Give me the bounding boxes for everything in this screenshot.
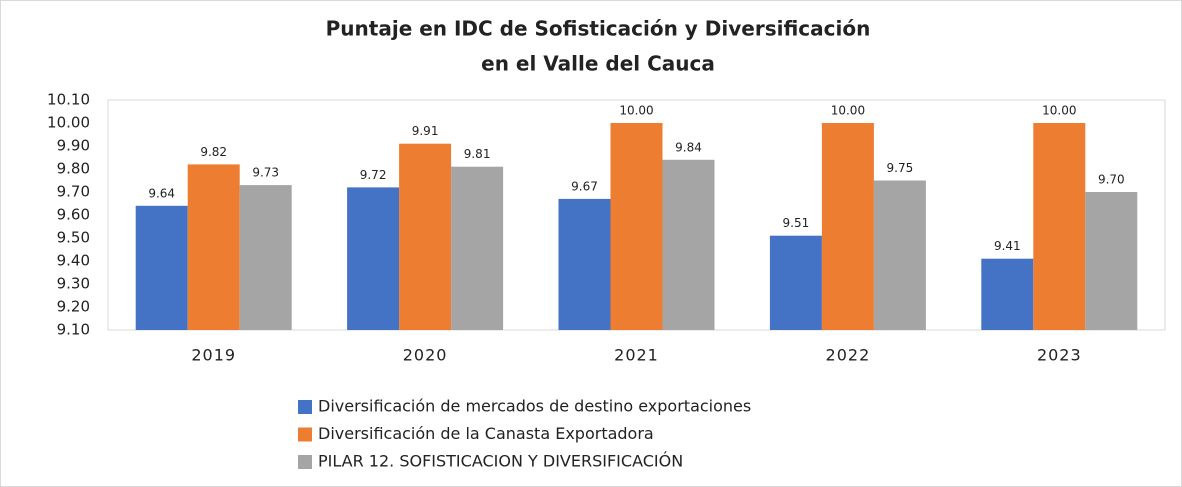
x-tick-label: 2019 [191,346,236,365]
value-label: 9.51 [783,216,810,230]
y-tick-label: 10.10 [47,91,90,109]
bar [769,235,822,330]
y-tick-label: 9.40 [57,252,90,270]
bar [873,180,926,330]
bar [239,185,292,330]
bar [558,198,611,330]
value-label: 9.72 [360,168,387,182]
bar [1085,192,1138,330]
value-label: 9.64 [148,186,175,200]
bar [1033,123,1086,330]
y-tick-label: 9.70 [57,183,90,201]
x-tick-label: 2023 [1037,346,1082,365]
value-label: 9.73 [252,166,279,180]
y-tick-label: 9.60 [57,206,90,224]
bar [821,123,874,330]
bar [399,143,452,330]
x-tick-label: 2020 [403,346,448,365]
bar [451,166,504,330]
y-tick-label: 9.20 [57,298,90,316]
y-tick-label: 9.80 [57,160,90,178]
value-label: 9.81 [464,147,491,161]
legend-label: Diversificación de la Canasta Exportador… [318,424,654,443]
value-label: 9.82 [200,145,227,159]
value-label: 9.41 [994,239,1021,253]
y-tick-label: 9.50 [57,229,90,247]
bar [135,205,188,330]
bar [610,123,663,330]
legend-swatch [298,400,312,414]
bar [347,187,400,330]
bar [662,159,715,330]
value-label: 9.84 [675,140,702,154]
value-label: 9.91 [412,124,439,138]
value-label: 9.70 [1098,173,1125,187]
legend-swatch [298,427,312,442]
bar [981,258,1034,330]
bar [187,164,240,330]
value-label: 10.00 [831,104,865,118]
legend-label: PILAR 12. SOFISTICACION Y DIVERSIFICACIÓ… [318,452,683,471]
value-label: 10.00 [1042,104,1076,118]
value-label: 10.00 [619,104,653,118]
y-tick-label: 10.00 [47,114,90,132]
x-tick-label: 2021 [614,346,659,365]
y-tick-label: 9.10 [57,321,90,339]
value-label: 9.67 [571,179,598,193]
chart-title: en el Valle del Cauca [481,52,715,76]
y-tick-label: 9.90 [57,137,90,155]
x-tick-label: 2022 [826,346,871,365]
value-label: 9.75 [887,161,914,175]
y-tick-label: 9.30 [57,275,90,293]
chart-title: Puntaje en IDC de Sofisticación y Divers… [326,17,871,41]
legend-label: Diversificación de mercados de destino e… [318,397,751,416]
legend-swatch [298,455,312,469]
